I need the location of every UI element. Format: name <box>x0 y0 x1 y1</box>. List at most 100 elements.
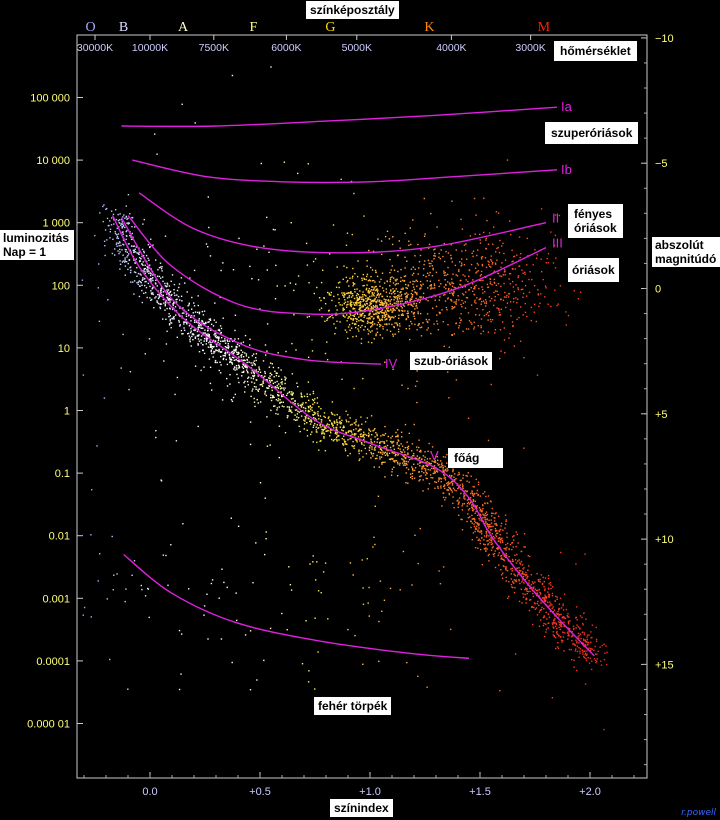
star-point <box>171 293 173 296</box>
star-point <box>139 281 142 283</box>
star-point <box>198 318 200 320</box>
star-point <box>377 316 379 318</box>
star-point <box>445 250 447 253</box>
star-point <box>430 262 432 265</box>
star-point <box>244 334 247 337</box>
star-point <box>523 357 525 359</box>
star-point <box>451 491 453 493</box>
star-point <box>473 517 475 520</box>
star-point <box>213 350 215 353</box>
star-point <box>414 534 416 536</box>
star-point <box>458 501 460 503</box>
star-point <box>381 309 384 311</box>
star-point <box>244 352 246 354</box>
star-point <box>368 322 370 324</box>
star-point <box>323 432 325 434</box>
star-point <box>149 278 151 281</box>
star-point <box>513 256 515 258</box>
star-point <box>521 280 523 282</box>
star-point <box>368 429 370 432</box>
star-point <box>161 270 163 272</box>
star-point <box>433 249 435 251</box>
star-point <box>335 429 338 431</box>
star-point <box>560 551 562 554</box>
star-point <box>164 303 166 306</box>
star-point <box>124 274 126 276</box>
star-point <box>255 542 257 544</box>
star-point <box>361 435 363 438</box>
star-point <box>205 338 208 341</box>
star-point <box>244 634 247 636</box>
star-point <box>486 513 489 516</box>
star-point <box>220 355 222 358</box>
star-point <box>427 488 429 490</box>
star-point <box>320 426 322 428</box>
star-point <box>573 643 575 645</box>
star-point <box>548 583 550 585</box>
star-point <box>423 197 425 200</box>
star-point <box>474 500 477 502</box>
star-point <box>165 302 167 304</box>
star-point <box>275 372 277 374</box>
star-point <box>320 592 322 594</box>
star-point <box>557 303 559 305</box>
star-point <box>279 385 281 387</box>
star-point <box>211 345 213 348</box>
star-point <box>596 653 598 655</box>
star-point <box>471 504 473 506</box>
star-point <box>467 513 469 515</box>
star-point <box>479 298 481 300</box>
star-point <box>157 293 159 296</box>
star-point <box>342 309 344 312</box>
star-point <box>81 279 84 281</box>
star-point <box>377 316 380 318</box>
star-point <box>245 364 247 367</box>
star-point <box>278 394 280 397</box>
star-point <box>512 286 515 288</box>
star-point <box>419 288 421 290</box>
star-point <box>533 303 536 305</box>
star-point <box>386 302 388 304</box>
star-point <box>503 559 505 562</box>
star-point <box>513 573 515 575</box>
star-point <box>391 323 393 326</box>
star-point <box>450 254 452 257</box>
star-point <box>404 457 407 460</box>
star-point <box>443 274 446 277</box>
star-point <box>262 382 265 384</box>
star-point <box>140 584 142 587</box>
star-point <box>150 292 153 294</box>
star-point <box>366 265 368 267</box>
star-point <box>300 406 303 408</box>
star-point <box>282 387 284 389</box>
star-point <box>544 589 546 592</box>
star-point <box>149 297 151 299</box>
star-point <box>353 283 355 285</box>
star-point <box>170 299 172 301</box>
star-point <box>484 522 486 525</box>
star-point <box>499 690 501 692</box>
star-point <box>152 277 154 279</box>
star-point <box>418 323 420 326</box>
star-point <box>573 628 575 631</box>
star-point <box>574 650 577 652</box>
star-point <box>270 409 272 412</box>
star-point <box>514 554 516 556</box>
star-point <box>418 267 420 269</box>
star-point <box>356 298 359 300</box>
star-point <box>273 396 275 398</box>
star-point <box>367 341 370 343</box>
star-point <box>217 337 219 339</box>
star-point <box>514 268 517 270</box>
star-point <box>524 593 526 596</box>
star-point <box>481 301 483 303</box>
star-point <box>198 326 200 328</box>
star-point <box>419 280 422 283</box>
star-point <box>537 600 539 603</box>
star-point <box>286 416 289 419</box>
star-point <box>586 654 588 657</box>
star-point <box>403 305 406 307</box>
star-point <box>310 408 312 410</box>
star-point <box>138 295 141 298</box>
star-point <box>403 275 406 278</box>
